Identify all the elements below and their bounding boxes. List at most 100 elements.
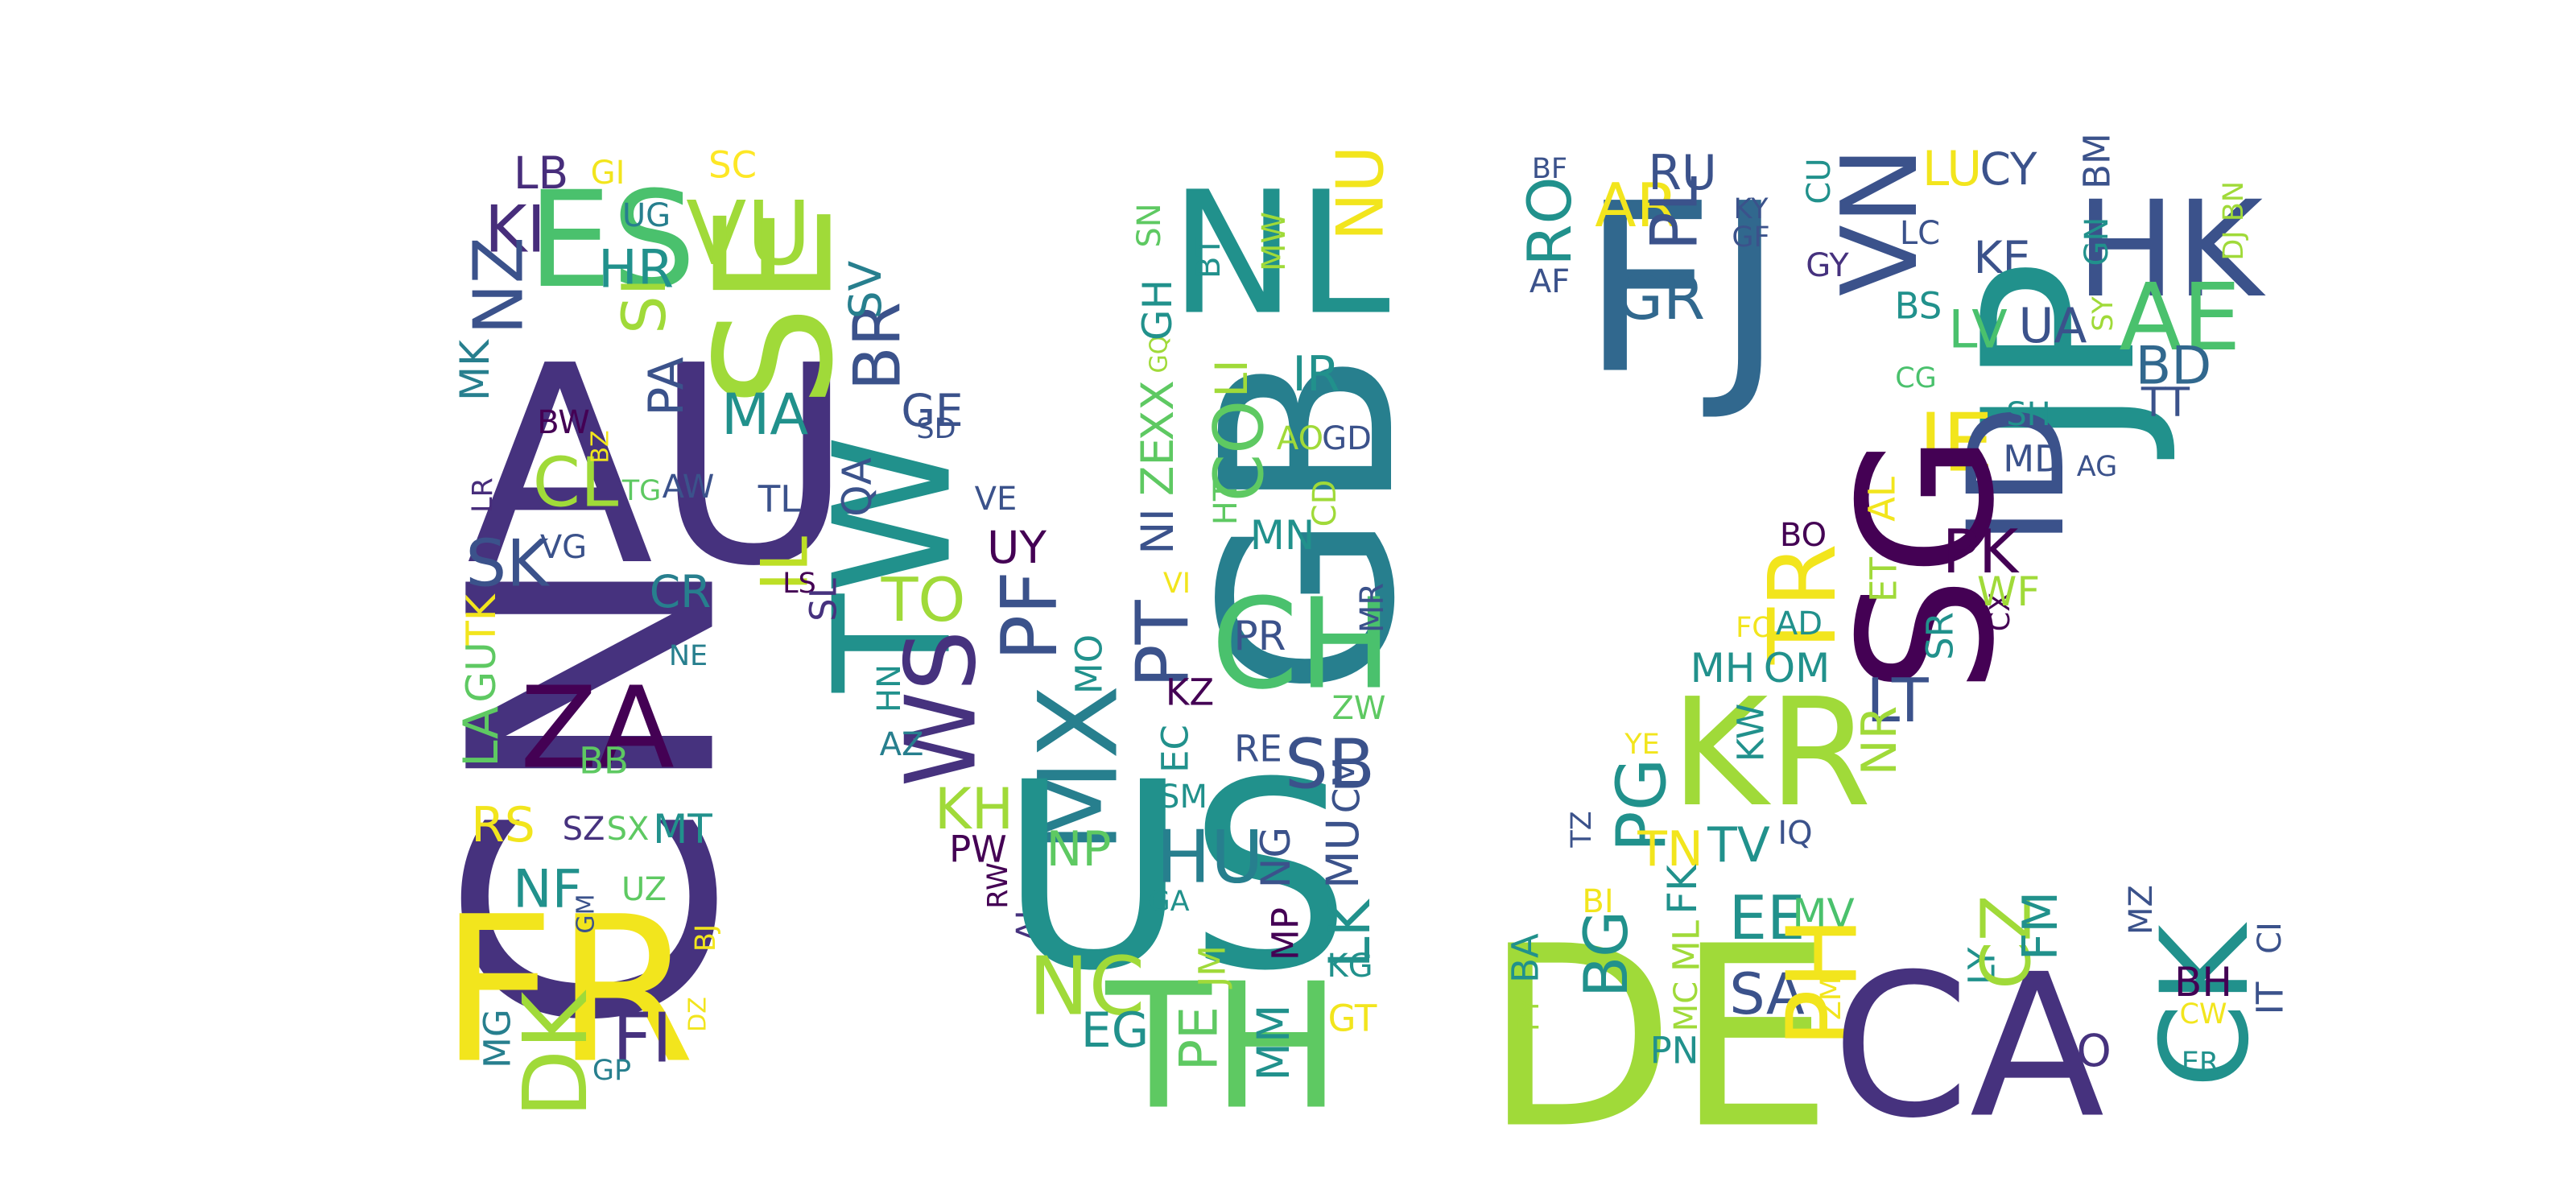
word-ag: AG xyxy=(2077,451,2117,483)
word-ru: RU xyxy=(1648,145,1717,201)
word-cy: CY xyxy=(1979,143,2037,195)
word-gh: GH xyxy=(1134,279,1181,341)
word-si: SI xyxy=(609,278,679,334)
word-sr: SR xyxy=(1919,612,1962,660)
word-lc: LC xyxy=(1900,215,1940,252)
word-ht: HT xyxy=(1208,481,1245,525)
word-gq: GQ xyxy=(1146,336,1174,374)
word-sy: SY xyxy=(2087,296,2120,332)
word-ca: CA xyxy=(1832,932,2105,1162)
word-kr: KR xyxy=(1670,666,1872,840)
word-cd: CD xyxy=(1307,480,1344,527)
word-tg: TG xyxy=(621,475,662,507)
word-rw: RW xyxy=(982,862,1014,909)
word-bh: BH xyxy=(2174,959,2232,1006)
word-re: RE xyxy=(1234,728,1282,770)
word-il: IL xyxy=(748,535,823,591)
word-ie: IE xyxy=(1919,396,1994,490)
word-ma: MA xyxy=(721,382,808,448)
word-nc: NC xyxy=(1029,940,1146,1034)
word-aw: AW xyxy=(663,469,715,506)
word-cu: CU xyxy=(1801,158,1838,204)
word-pn: PN xyxy=(1650,1030,1699,1072)
word-sb: SB xyxy=(1285,725,1375,805)
word-ne: NE xyxy=(669,640,708,672)
word-mp: MP xyxy=(1265,907,1307,960)
word-jm: JM xyxy=(1191,945,1234,989)
word-gt: GT xyxy=(1328,998,1377,1040)
word-tt: TT xyxy=(2140,379,2190,426)
word-gr: GR xyxy=(1616,262,1705,333)
word-br: BR xyxy=(840,302,915,390)
word-to: TO xyxy=(881,564,966,635)
word-bn: BN xyxy=(2218,181,2250,221)
word-pg: PG xyxy=(1603,758,1682,852)
word-ke: KE xyxy=(1974,232,2031,283)
word-mw: MW xyxy=(1256,212,1293,271)
word-ee: EE xyxy=(1729,882,1806,953)
word-id: ID xyxy=(1939,404,2094,546)
word-ve: VE xyxy=(975,481,1018,518)
word-ar: AR xyxy=(1595,170,1678,241)
word-hr: HR xyxy=(598,240,674,300)
word-us: US xyxy=(999,728,1351,1027)
word-ly: LY xyxy=(1961,947,2004,985)
word-ws: WS xyxy=(886,630,998,787)
word-au: AU xyxy=(466,308,853,626)
word-cl: CL xyxy=(533,444,619,523)
word-qa: QA xyxy=(834,457,881,517)
word-ni: NI xyxy=(1132,508,1183,554)
word-ph: PH xyxy=(1768,917,1880,1048)
word-fm: FM xyxy=(2013,891,2069,960)
word-ua: UA xyxy=(2019,298,2087,354)
word-nr: NR xyxy=(1852,706,1908,776)
word-tv: TV xyxy=(1707,817,1770,874)
word-vu: VU xyxy=(686,182,811,285)
word-eg: EG xyxy=(1081,1002,1149,1059)
word-ga: GA xyxy=(1148,886,1189,918)
word-ml: ML xyxy=(1666,920,1708,972)
word-pw: PW xyxy=(949,828,1007,871)
word-bo: BO xyxy=(1780,517,1827,554)
word-lb: LB xyxy=(514,147,568,199)
word-tz: TZ xyxy=(1566,811,1598,848)
word-lu: LU xyxy=(1922,141,1982,197)
word-pr: PR xyxy=(1234,613,1286,659)
word-mu: MU xyxy=(1317,818,1368,889)
word-gd: GD xyxy=(1322,420,1372,457)
word-ro: RO xyxy=(1514,176,1585,266)
word-fr: FR xyxy=(440,874,696,1108)
word-bd: BD xyxy=(2136,337,2212,397)
word-tk: TK xyxy=(458,593,505,647)
word-sx: SX xyxy=(607,811,650,848)
word-nl: NL xyxy=(1170,155,1390,353)
word-jp: JP xyxy=(1939,260,2182,461)
word-dz: DZ xyxy=(684,997,712,1032)
word-sh: SH xyxy=(2006,396,2050,433)
word-de: DE xyxy=(1484,894,1834,1184)
word-bj: BJ xyxy=(690,924,722,952)
word-ze: ZE xyxy=(1132,438,1183,496)
word-kg: KG xyxy=(1327,948,1373,985)
word-tl: TL xyxy=(758,478,801,521)
word-mc: MC xyxy=(1668,981,1705,1031)
word-lk: LK xyxy=(1317,898,1383,968)
word-bi: BI xyxy=(1582,883,1613,920)
word-ba: BA xyxy=(1505,933,1547,983)
word-nf: NF xyxy=(513,860,582,920)
word-pe: PE xyxy=(1170,1006,1230,1071)
word-gy: GY xyxy=(1806,247,1849,284)
word-mg: MG xyxy=(477,1009,519,1068)
word-ge: GE xyxy=(901,385,963,436)
word-gn: GN xyxy=(2079,217,2116,266)
word-ls: LS xyxy=(782,568,816,600)
word-et: ET xyxy=(1863,557,1905,602)
word-kh: KH xyxy=(935,776,1014,842)
word-md: MD xyxy=(2003,438,2062,481)
word-pl: PL xyxy=(1637,176,1712,250)
word-cw: CW xyxy=(2179,998,2227,1031)
word-dk: DK xyxy=(504,989,607,1118)
word-bg: BG xyxy=(1571,911,1641,998)
word-bb: BB xyxy=(579,740,629,783)
